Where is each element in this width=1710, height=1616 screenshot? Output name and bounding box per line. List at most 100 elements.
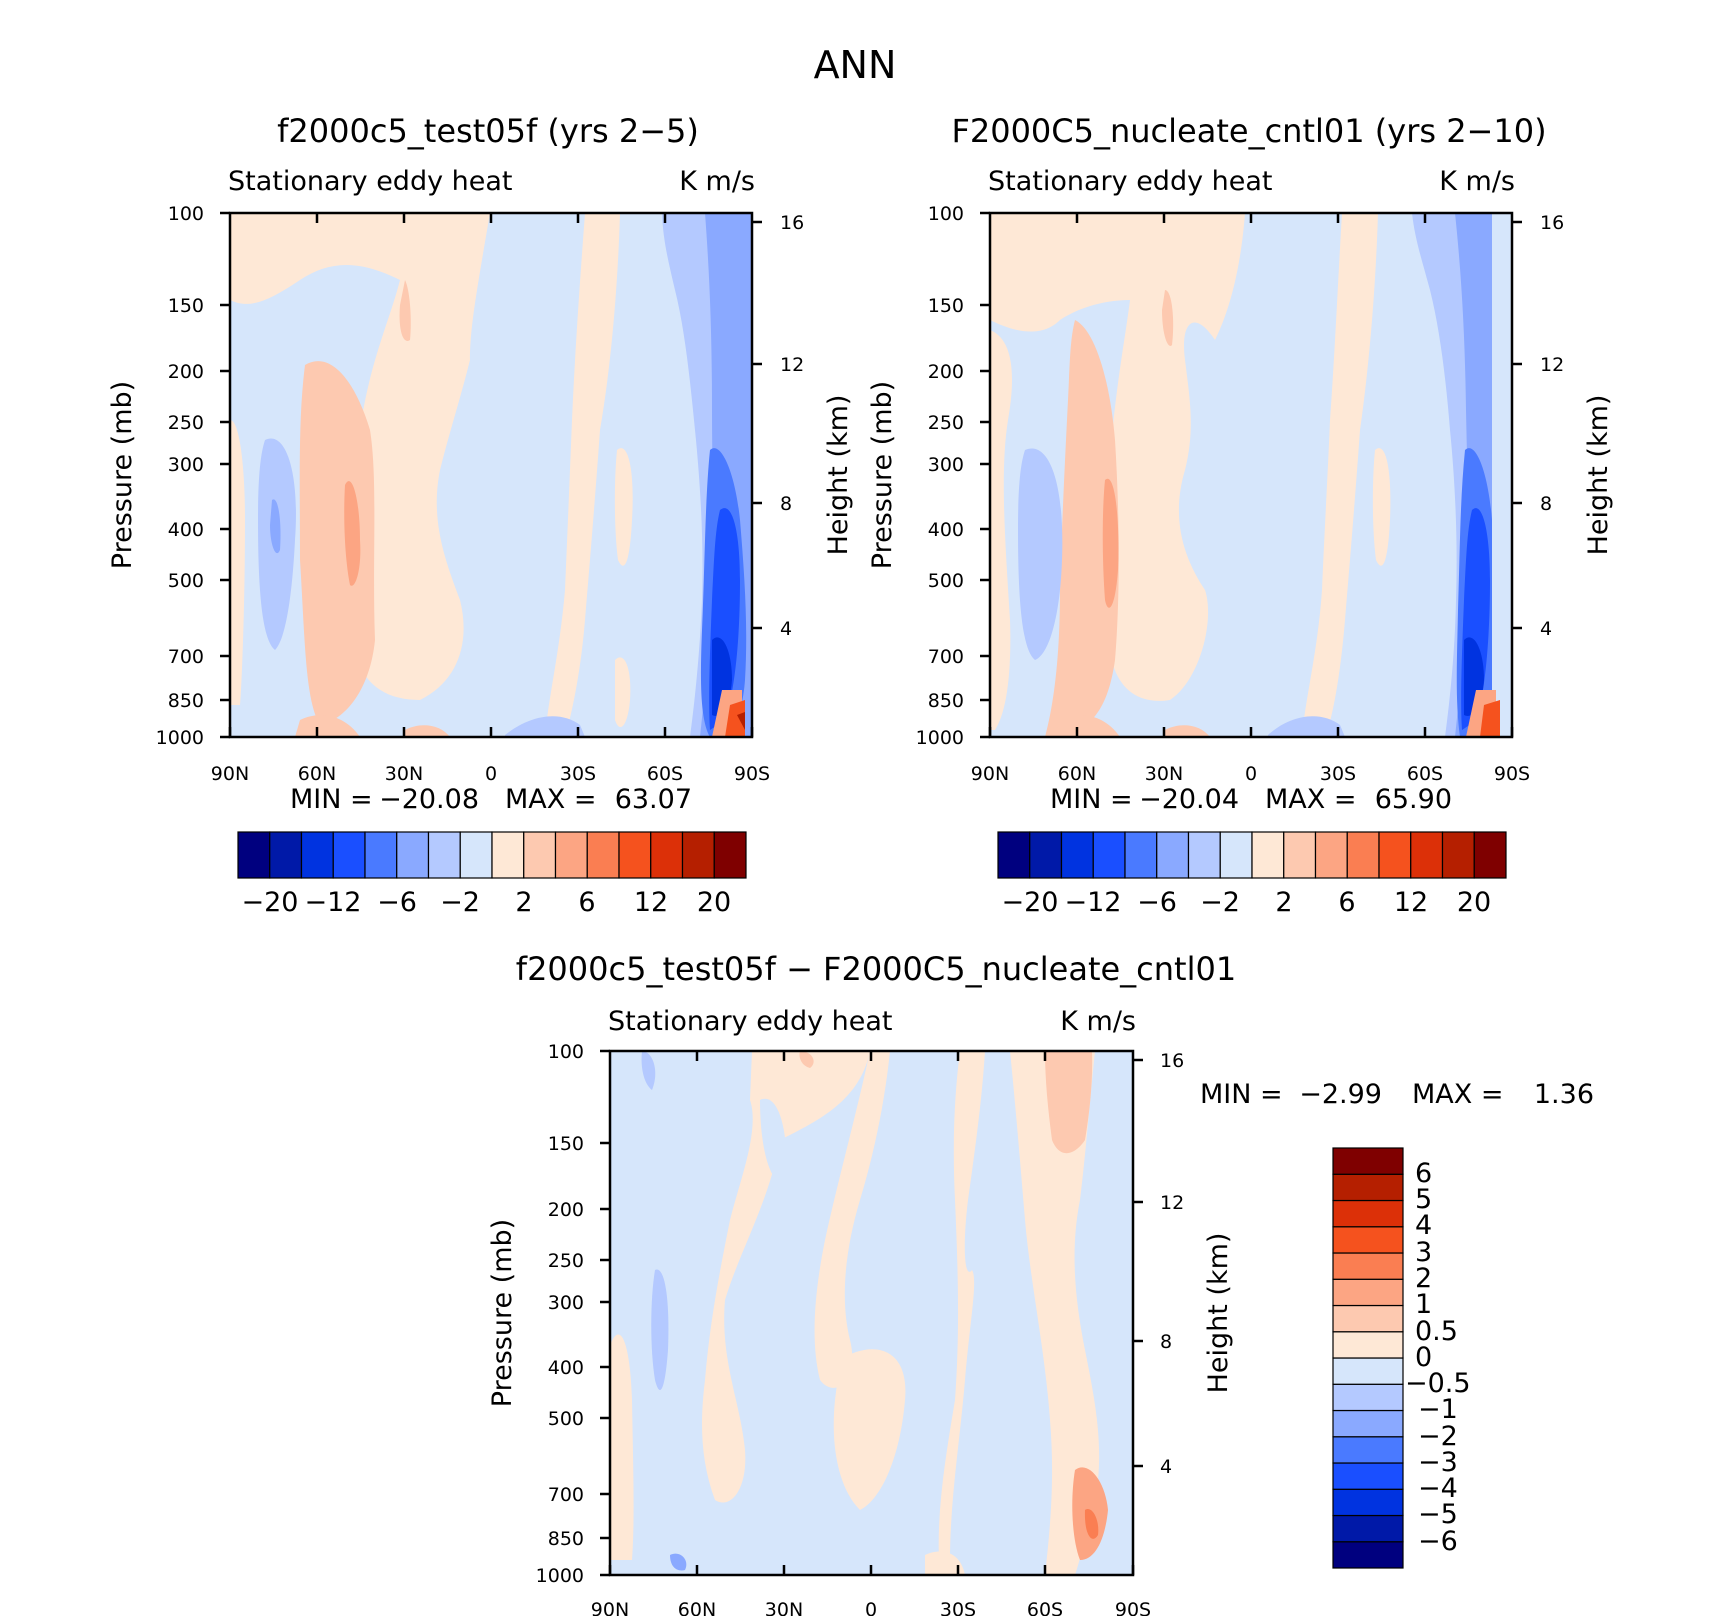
colorbar-swatch xyxy=(491,831,525,879)
colorbar-swatch xyxy=(1332,1409,1404,1438)
colorbar xyxy=(997,831,1507,879)
colorbar-swatch xyxy=(1332,1357,1404,1385)
svg-text:150: 150 xyxy=(928,295,964,317)
svg-text:850: 850 xyxy=(168,690,204,712)
colorbar-swatch xyxy=(1332,1488,1404,1517)
colorbar-swatch xyxy=(997,831,1031,879)
max-value: 63.07 xyxy=(615,784,692,815)
svg-text:90S: 90S xyxy=(1494,763,1530,785)
colorbar-swatch xyxy=(1332,1173,1404,1202)
colorbar-swatch xyxy=(237,831,271,879)
svg-text:4: 4 xyxy=(1540,618,1552,640)
y-axis-right-label: Height (km) xyxy=(1583,395,1614,556)
svg-text:0: 0 xyxy=(1245,763,1257,785)
colorbar-swatch xyxy=(1187,831,1221,879)
svg-text:−4: −4 xyxy=(1418,1473,1458,1504)
svg-text:100: 100 xyxy=(928,203,964,225)
subtitle-right: K m/s xyxy=(679,166,755,197)
svg-text:12: 12 xyxy=(1394,887,1428,918)
svg-text:4: 4 xyxy=(1160,1456,1172,1478)
subtitle-left: Stationary eddy heat xyxy=(228,166,513,197)
colorbar-swatch xyxy=(1332,1436,1404,1464)
svg-text:−12: −12 xyxy=(305,887,362,918)
y-axis-label: Pressure (mb) xyxy=(487,1219,518,1407)
min-value: −2.99 xyxy=(1299,1079,1382,1110)
svg-text:60N: 60N xyxy=(678,1599,716,1616)
svg-text:30N: 30N xyxy=(385,763,423,785)
svg-text:30S: 30S xyxy=(1320,763,1356,785)
colorbar-swatch xyxy=(681,831,715,879)
svg-text:200: 200 xyxy=(168,361,204,383)
subtitle-right: K m/s xyxy=(1439,166,1515,197)
colorbar-swatch xyxy=(618,831,652,879)
y-right-tick-labels: 16 12 8 4 xyxy=(1160,1050,1184,1478)
svg-text:60S: 60S xyxy=(1407,763,1443,785)
y-right-tick-labels: 16 12 8 4 xyxy=(780,212,804,640)
svg-text:−2: −2 xyxy=(1418,1421,1458,1452)
colorbar-swatch xyxy=(650,831,684,879)
contour-field xyxy=(610,1051,1133,1575)
subtitle-left: Stationary eddy heat xyxy=(988,166,1273,197)
colorbar-swatch xyxy=(1332,1304,1404,1333)
svg-text:700: 700 xyxy=(168,646,204,668)
svg-text:90S: 90S xyxy=(734,763,770,785)
svg-text:−6: −6 xyxy=(1418,1526,1458,1557)
max-value: 65.90 xyxy=(1375,784,1452,815)
svg-text:0: 0 xyxy=(865,1599,877,1616)
svg-text:850: 850 xyxy=(548,1528,584,1550)
svg-text:500: 500 xyxy=(168,570,204,592)
x-tick-labels: 90N 60N 30N 0 30S 60S 90S xyxy=(211,763,770,785)
plot-frame xyxy=(980,211,1522,739)
svg-text:0: 0 xyxy=(1415,1342,1432,1373)
panel-title: f2000c5_test05f (yrs 2−5) xyxy=(277,112,699,150)
y-right-tick-labels: 16 12 8 4 xyxy=(1540,212,1564,640)
colorbar-swatch xyxy=(269,831,303,879)
svg-text:2: 2 xyxy=(1275,887,1292,918)
svg-text:0: 0 xyxy=(485,763,497,785)
svg-text:16: 16 xyxy=(1540,212,1564,234)
colorbar xyxy=(237,831,747,879)
y-axis-right-label: Height (km) xyxy=(1203,1233,1234,1394)
svg-text:500: 500 xyxy=(928,570,964,592)
svg-text:400: 400 xyxy=(928,519,964,541)
svg-text:20: 20 xyxy=(1457,887,1491,918)
x-ticks xyxy=(228,213,754,737)
svg-text:16: 16 xyxy=(780,212,804,234)
y-tick-labels: 100 150 200 250 300 400 500 700 850 1000 xyxy=(916,203,964,749)
panel-difference: f2000c5_test05f − F2000C5_nucleate_cntl0… xyxy=(487,950,1594,1616)
max-value: 1.36 xyxy=(1534,1079,1594,1110)
svg-text:150: 150 xyxy=(548,1133,584,1155)
svg-text:8: 8 xyxy=(780,493,792,515)
svg-text:60S: 60S xyxy=(1027,1599,1063,1616)
subtitle-right: K m/s xyxy=(1060,1006,1136,1037)
max-label: MAX = xyxy=(1265,784,1356,815)
svg-text:100: 100 xyxy=(548,1041,584,1063)
svg-text:−6: −6 xyxy=(1137,887,1177,918)
y-axis-label: Pressure (mb) xyxy=(867,381,898,569)
colorbar-swatch xyxy=(1283,831,1317,879)
colorbar-swatch xyxy=(1332,1199,1404,1228)
svg-text:250: 250 xyxy=(548,1250,584,1272)
svg-text:3: 3 xyxy=(1415,1237,1432,1268)
svg-text:30N: 30N xyxy=(765,1599,803,1616)
svg-text:−20: −20 xyxy=(1002,887,1059,918)
colorbar-swatch xyxy=(1219,831,1253,879)
colorbar-labels: −20 −12 −6 −2 2 6 12 20 xyxy=(242,887,732,918)
svg-text:−1: −1 xyxy=(1418,1394,1458,1425)
svg-text:700: 700 xyxy=(548,1484,584,1506)
svg-text:850: 850 xyxy=(928,690,964,712)
colorbar-swatch xyxy=(1332,1541,1404,1569)
svg-text:30N: 30N xyxy=(1145,763,1183,785)
colorbar-swatch xyxy=(554,831,588,879)
colorbar-swatch xyxy=(1332,1383,1404,1412)
panel-control: F2000C5_nucleate_cntl01 (yrs 2−10) Stati… xyxy=(867,112,1614,918)
svg-text:1: 1 xyxy=(1415,1289,1432,1320)
colorbar-swatch xyxy=(364,831,398,879)
colorbar-swatch xyxy=(713,831,747,879)
svg-text:2: 2 xyxy=(515,887,532,918)
colorbar-swatch xyxy=(1156,831,1190,879)
colorbar-swatch xyxy=(1092,831,1126,879)
svg-text:60N: 60N xyxy=(298,763,336,785)
min-label: MIN = xyxy=(290,784,373,815)
svg-text:12: 12 xyxy=(1160,1192,1184,1214)
